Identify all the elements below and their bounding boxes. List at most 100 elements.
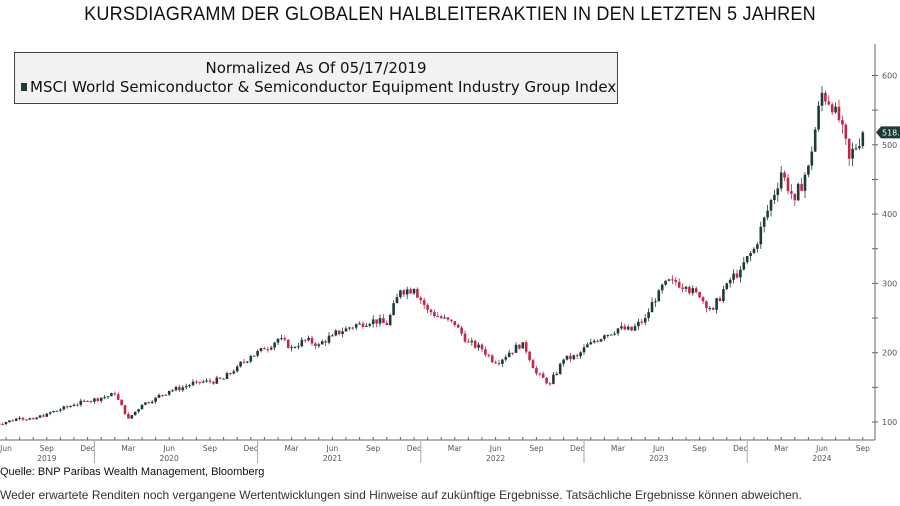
candle-up [239,361,242,367]
candle-up [851,148,854,159]
candle-up [745,256,749,263]
candle-down [31,418,35,420]
candle-down [681,287,684,289]
candle-down [82,400,86,402]
candle-down [705,301,708,309]
candle-up [613,333,616,335]
x-tick-label: Jun [815,444,828,453]
y-tick-label: 600 [882,72,897,81]
candle-down [711,307,715,310]
candle-up [657,290,661,302]
candle-down [147,402,151,404]
candle-down [76,404,79,406]
candle-up [378,318,382,324]
candle-up [572,355,576,360]
candle-down [677,281,681,288]
candle-up [667,279,671,281]
x-tick-label: Sep [203,444,217,453]
candle-down [824,92,827,102]
candle-up [399,290,402,298]
candle-down [827,101,831,105]
candle-up [725,283,729,290]
candle-up [154,397,157,402]
candle-up [28,418,32,420]
candle-down [494,362,497,364]
candle-down [524,342,528,352]
candle-down [89,401,93,403]
candle-down [96,398,100,401]
candle-down [113,393,117,395]
candle-up [62,406,66,410]
year-label: 2021 [323,454,342,463]
candle-down [86,400,89,402]
candle-down [426,304,429,310]
candle-up [354,324,358,328]
year-label: 2019 [37,454,56,463]
candle-down [786,177,790,192]
candle-up [861,132,865,147]
x-tick-label: Sep [40,444,54,453]
chart-title: KURSDIAGRAMM DER GLOBALEN HALBLEITERAKTI… [84,4,816,25]
candle-down [116,394,120,400]
x-tick-label: Jun [0,444,12,453]
candle-down [688,286,691,294]
x-tick-label: Jun [652,444,665,453]
candle-up [205,380,208,382]
candle-up [280,338,283,340]
candle-up [854,148,858,150]
year-label: 2024 [812,454,831,463]
candle-down [314,343,317,347]
candle-up [728,279,732,284]
candle-up [249,356,253,362]
candle-up [599,339,603,342]
candle-up [582,347,586,353]
candle-down [518,344,521,349]
candle-up [773,194,776,201]
candle-up [4,422,8,424]
candle-up [93,398,96,402]
candle-down [436,316,440,318]
candle-up [334,330,338,336]
candle-down [450,319,453,322]
x-tick-label: Mar [285,444,300,453]
candle-up [742,262,746,270]
candle-down [283,338,287,340]
candle-up [252,355,256,357]
candle-up [620,326,623,329]
candle-up [579,352,582,357]
candle-up [171,390,174,392]
candle-down [229,373,232,375]
candle-down [623,326,627,330]
candle-up [327,335,331,343]
x-tick-label: Mar [611,444,626,453]
candle-down [596,340,599,342]
candle-down [433,312,436,317]
candle-up [776,188,780,195]
candle-up [405,289,409,295]
candle-up [232,371,236,374]
candle-up [803,174,807,191]
candle-down [701,297,705,302]
candle-down [847,138,851,159]
candle-up [779,172,783,189]
candle-up [643,318,647,323]
candle-up [691,288,695,294]
last-value-label: 518. [882,128,900,137]
candle-down [463,333,467,342]
candle-down [11,420,15,422]
candle-down [0,423,1,425]
candle-up [18,417,21,419]
candle-up [371,319,375,325]
candle-up [99,397,103,401]
candle-up [514,344,518,353]
x-tick-label: Dec [244,444,259,453]
candle-down [535,368,538,374]
candle-up [395,297,399,304]
candle-up [507,352,511,358]
candle-down [790,191,793,194]
candle-up [470,340,474,343]
candle-up [307,337,310,341]
candle-down [439,316,443,319]
